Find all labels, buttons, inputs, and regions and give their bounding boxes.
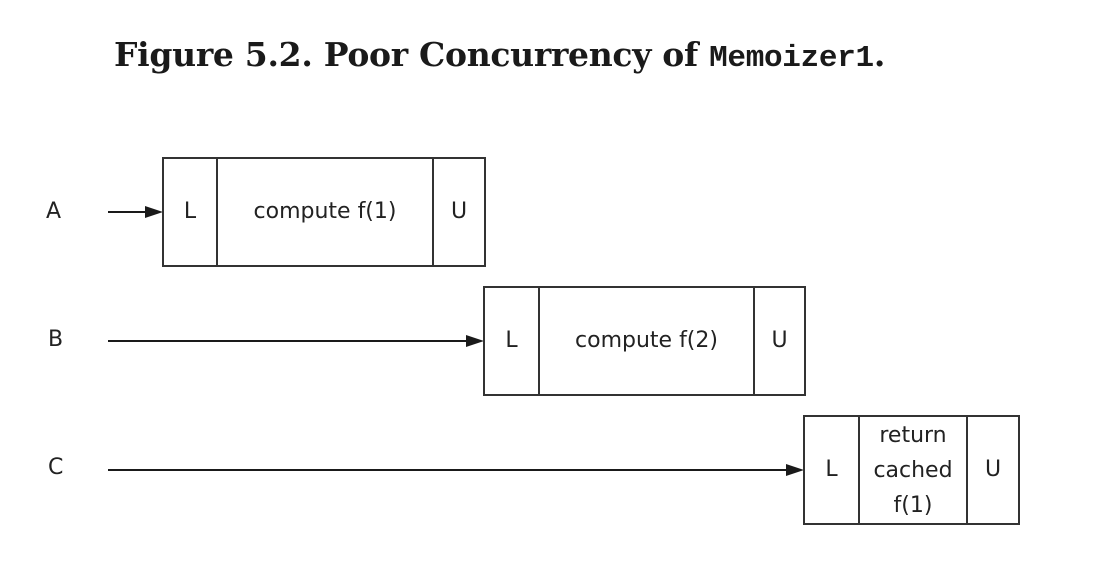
thread-c-unlock-cell: U <box>984 457 1002 482</box>
caption-code: Memoizer1 <box>709 41 874 76</box>
thread-a-unlock-cell: U <box>450 199 468 224</box>
thread-a-work-cell: compute f(1) <box>218 159 434 265</box>
thread-b-arrow-head <box>466 335 484 347</box>
thread-a-lock-cell: L <box>164 159 218 265</box>
thread-b-unlock-cell: U <box>771 328 788 353</box>
thread-a-box: L compute f(1) U <box>162 157 486 267</box>
caption-prefix: Figure 5.2. Poor Concurrency of <box>114 35 710 74</box>
figure-caption: Figure 5.2. Poor Concurrency of Memoizer… <box>114 30 885 84</box>
thread-a-arrow-line <box>108 211 148 213</box>
thread-c-work-line-2: cached <box>873 457 953 483</box>
thread-b-label: B <box>48 327 64 352</box>
thread-c-arrow-head <box>786 464 804 476</box>
thread-c-box: L return cached f(1) U <box>803 415 1020 525</box>
thread-c-work-line-1: return <box>879 422 947 448</box>
thread-c-work-cell: return cached f(1) <box>860 417 968 523</box>
thread-b-lock-cell: L <box>485 288 540 394</box>
thread-a-label: A <box>46 199 62 224</box>
thread-c-arrow-line <box>108 469 790 471</box>
thread-b-work-cell: compute f(2) <box>540 288 755 394</box>
thread-b-arrow-line <box>108 340 470 342</box>
thread-c-lock-cell: L <box>805 417 860 523</box>
caption-suffix: . <box>873 35 886 74</box>
thread-b-box: L compute f(2) U <box>483 286 806 396</box>
thread-c-label: C <box>48 455 64 480</box>
thread-a-arrow-head <box>145 206 163 218</box>
thread-c-work-line-3: f(1) <box>893 492 933 518</box>
